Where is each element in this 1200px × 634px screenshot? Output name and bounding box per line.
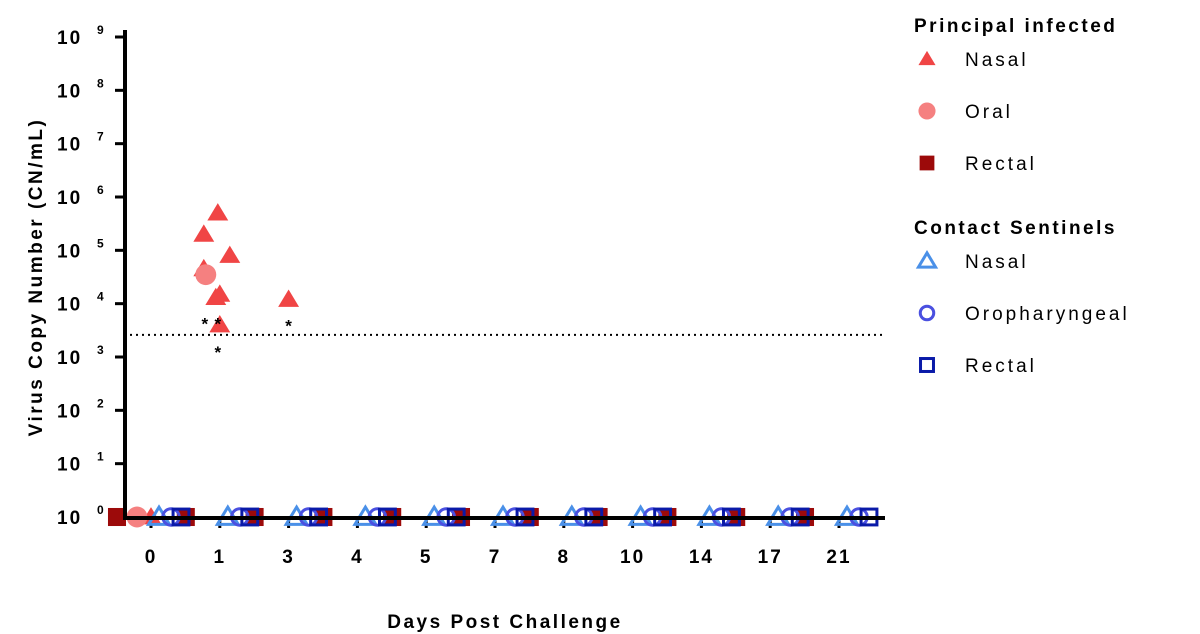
data-point — [278, 289, 300, 307]
legend-label: Rectal — [965, 356, 1037, 377]
y-tick-label: 10 — [57, 81, 82, 102]
y-tick-label: 10 — [57, 455, 82, 476]
x-tick-label: 3 — [282, 547, 295, 568]
y-tick-exponent: 8 — [97, 76, 104, 90]
legend-label: Nasal — [965, 252, 1029, 273]
y-tick-label: 10 — [57, 401, 82, 422]
x-tick-label: 10 — [620, 547, 645, 568]
data-point — [193, 224, 215, 242]
y-tick-label: 10 — [57, 188, 82, 209]
y-tick-label: 10 — [57, 508, 82, 529]
legend: Principal infected Nasal Oral Rectal Contact… — [914, 16, 1130, 377]
legend-marker — [919, 155, 935, 171]
legend-label: Oral — [965, 102, 1013, 123]
significance-annotation: * — [214, 315, 221, 334]
x-tick-label: 17 — [758, 547, 783, 568]
legend-label: Rectal — [965, 154, 1037, 175]
x-tick-label: 5 — [420, 547, 433, 568]
y-tick-label: 10 — [57, 241, 82, 262]
significance-annotation: * — [201, 315, 208, 334]
y-axis-ticks: 10 0 10 1 10 2 10 3 10 4 10 5 10 6 10 7 10 8 10 9 — [57, 23, 125, 529]
y-tick-exponent: 6 — [97, 183, 104, 197]
x-tick-label: 0 — [145, 547, 158, 568]
legend-marker — [919, 357, 935, 373]
y-tick-exponent: 0 — [97, 503, 104, 517]
data-points — [107, 203, 879, 528]
legend-group-title: Principal infected — [914, 16, 1117, 37]
legend-marker — [918, 50, 936, 66]
data-point — [209, 314, 231, 333]
y-tick-exponent: 4 — [97, 290, 104, 304]
data-point — [207, 203, 229, 221]
legend-label: Oropharyngeal — [965, 304, 1130, 325]
data-point — [219, 245, 241, 263]
legend-marker — [915, 249, 939, 269]
x-tick-label: 7 — [489, 547, 502, 568]
data-point — [107, 507, 127, 527]
significance-annotation: * — [285, 317, 292, 336]
y-tick-exponent: 1 — [97, 450, 104, 464]
y-tick-label: 10 — [57, 135, 82, 156]
y-tick-label: 10 — [57, 295, 82, 316]
x-axis-title: Days Post Challenge — [387, 612, 622, 633]
x-tick-label: 4 — [351, 547, 364, 568]
legend-label: Nasal — [965, 50, 1029, 71]
legend-marker — [918, 102, 936, 120]
y-tick-label: 10 — [57, 348, 82, 369]
y-tick-exponent: 5 — [97, 236, 104, 250]
y-axis-title: Virus Copy Number (CN/mL) — [26, 118, 47, 437]
legend-marker — [918, 304, 936, 322]
y-tick-exponent: 9 — [97, 23, 104, 37]
x-tick-label: 14 — [689, 547, 714, 568]
y-tick-label: 10 — [57, 28, 82, 49]
x-axis-ticks: 0 1 3 4 5 7 8 10 14 17 21 — [145, 518, 851, 568]
x-tick-label: 1 — [214, 547, 227, 568]
data-point — [195, 264, 217, 286]
y-tick-exponent: 2 — [97, 396, 104, 410]
legend-group-title: Contact Sentinels — [914, 218, 1117, 239]
x-tick-label: 21 — [826, 547, 851, 568]
significance-annotation: * — [214, 343, 221, 362]
y-tick-exponent: 7 — [97, 130, 104, 144]
data-point — [209, 284, 231, 302]
x-tick-label: 8 — [558, 547, 571, 568]
y-tick-exponent: 3 — [97, 343, 104, 357]
annotations: * * * * — [201, 315, 292, 363]
